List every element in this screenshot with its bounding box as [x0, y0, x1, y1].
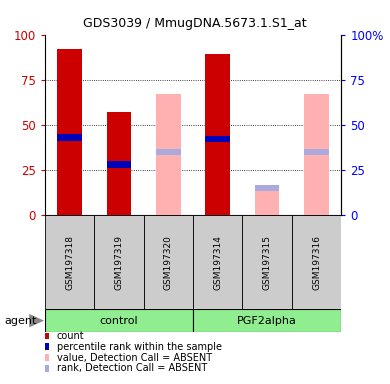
Bar: [243, 215, 292, 309]
Text: control: control: [99, 316, 138, 326]
Bar: [57, 49, 82, 215]
Text: GSM197319: GSM197319: [114, 235, 124, 290]
Bar: [144, 215, 193, 309]
Bar: [94, 215, 144, 309]
Bar: [206, 136, 230, 142]
Polygon shape: [29, 314, 44, 327]
Bar: [45, 309, 193, 332]
Text: GSM197320: GSM197320: [164, 235, 173, 290]
Text: value, Detection Call = ABSENT: value, Detection Call = ABSENT: [57, 353, 212, 362]
Text: GSM197315: GSM197315: [262, 235, 272, 290]
Bar: [106, 112, 131, 215]
Text: GSM197314: GSM197314: [213, 235, 222, 290]
Text: GDS3039 / MmugDNA.5673.1.S1_at: GDS3039 / MmugDNA.5673.1.S1_at: [83, 17, 307, 30]
Bar: [292, 215, 341, 309]
Bar: [106, 161, 131, 168]
Bar: [45, 215, 94, 309]
Text: count: count: [57, 331, 84, 341]
Bar: [57, 134, 82, 141]
Bar: [156, 94, 181, 215]
Bar: [156, 149, 181, 155]
Bar: [304, 94, 329, 215]
Text: percentile rank within the sample: percentile rank within the sample: [57, 342, 222, 352]
Bar: [193, 309, 341, 332]
Text: GSM197316: GSM197316: [312, 235, 321, 290]
Text: rank, Detection Call = ABSENT: rank, Detection Call = ABSENT: [57, 363, 207, 373]
Bar: [255, 188, 280, 215]
Bar: [206, 55, 230, 215]
Bar: [255, 185, 280, 191]
Bar: [304, 149, 329, 155]
Text: PGF2alpha: PGF2alpha: [237, 316, 297, 326]
Text: agent: agent: [4, 316, 36, 326]
Text: GSM197318: GSM197318: [65, 235, 74, 290]
Bar: [193, 215, 243, 309]
